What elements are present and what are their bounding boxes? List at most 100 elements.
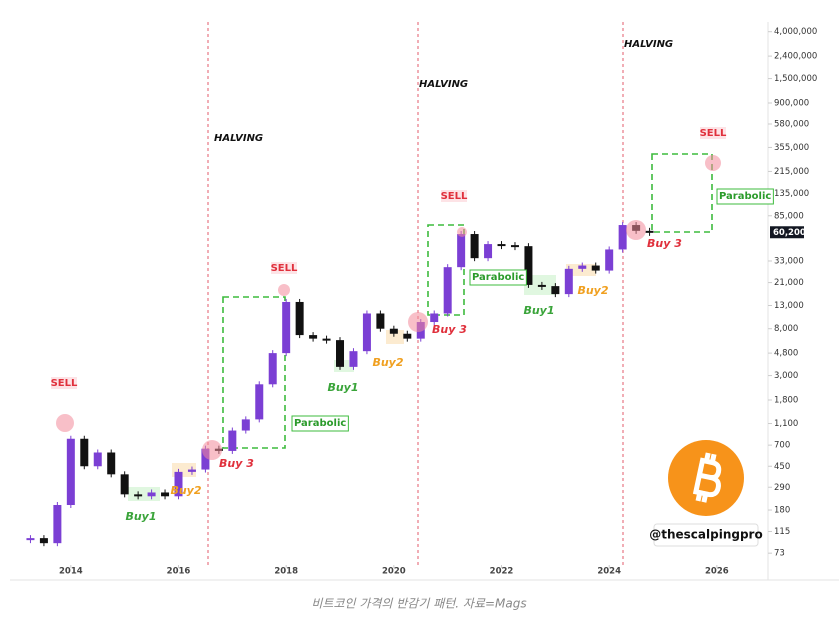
- candle: [537, 284, 546, 287]
- parabolic-box: [427, 224, 465, 316]
- x-tick-label: 2026: [705, 567, 729, 577]
- buy1-label: Buy1: [327, 381, 358, 394]
- candle: [39, 538, 48, 544]
- highlight-circle: [202, 440, 222, 460]
- candle: [618, 225, 627, 250]
- candle: [403, 333, 412, 339]
- parabolic-label-box: [716, 188, 774, 205]
- x-tick-label: 2018: [274, 567, 298, 577]
- highlight-circle: [457, 227, 467, 237]
- candle: [53, 505, 62, 544]
- candle: [134, 494, 143, 497]
- candle: [551, 286, 560, 295]
- y-tick-label: 450: [774, 462, 790, 472]
- sell-label: SELL: [441, 191, 468, 202]
- y-tick-label: 4,000,000: [774, 27, 817, 37]
- candle: [282, 301, 291, 354]
- logo-symbol: [692, 452, 722, 503]
- y-tick-label: 180: [774, 506, 790, 516]
- parabolic-label: Parabolic: [294, 418, 346, 429]
- halving-label: HALVING: [624, 39, 673, 50]
- candle: [120, 474, 129, 495]
- buy3-label: Buy 3: [219, 457, 254, 470]
- buy3-label: Buy 3: [647, 237, 682, 250]
- candle: [389, 328, 398, 334]
- halving-label: HALVING: [419, 79, 468, 90]
- y-tick-label: 700: [774, 441, 790, 451]
- y-tick-label: 215,000: [774, 167, 809, 177]
- x-tick-label: 2020: [382, 567, 406, 577]
- y-tick-label: 355,000: [774, 143, 809, 153]
- sell-label-bg: [700, 127, 726, 139]
- candle: [66, 438, 75, 506]
- candle: [430, 313, 439, 323]
- parabolic-box: [651, 153, 713, 233]
- candle: [322, 338, 331, 341]
- watermark-box: [653, 523, 759, 547]
- y-tick-label: 290: [774, 483, 790, 493]
- halving-lines: [207, 22, 624, 565]
- highlight-circle: [626, 220, 646, 240]
- parabolic-box: [222, 296, 286, 449]
- candle: [645, 230, 654, 233]
- y-tick-label: 1,800: [774, 395, 798, 405]
- y-tick-label: 2,400,000: [774, 52, 817, 62]
- candle: [147, 492, 156, 497]
- bitcoin-logo: [668, 440, 744, 516]
- sell-label-bg: [441, 190, 467, 202]
- candle: [497, 244, 506, 247]
- candle: [457, 234, 466, 268]
- y-tick-label: 580,000: [774, 119, 809, 129]
- candle: [187, 469, 196, 472]
- y-tick-label: 85,000: [774, 211, 804, 221]
- x-tick-label: 2022: [490, 567, 514, 577]
- candle: [524, 246, 533, 285]
- caption: 비트코인 가격의 반감기 패턴. 자료=Mags: [311, 597, 526, 611]
- parabolic-label-box: [469, 269, 527, 286]
- buy3-label: Buy 3: [432, 323, 467, 336]
- y-tick-label: 8,000: [774, 324, 798, 334]
- parabolic-label: Parabolic: [719, 191, 771, 202]
- candle: [107, 452, 116, 475]
- x-tick-label: 2024: [597, 567, 621, 577]
- y-tick-label: 900,000: [774, 98, 809, 108]
- y-tick-label: 13,000: [774, 301, 804, 311]
- buy1-label: Buy1: [523, 304, 554, 317]
- candle: [26, 538, 35, 541]
- sell-label: SELL: [51, 378, 78, 389]
- candle: [510, 245, 519, 248]
- buy2-label: Buy2: [170, 484, 201, 497]
- x-tick-label: 2014: [59, 567, 83, 577]
- candle: [564, 268, 573, 295]
- y-tick-label: 1,500,000: [774, 74, 817, 84]
- candle: [80, 438, 89, 467]
- buy2-zone: [566, 264, 596, 276]
- x-tick-label: 2016: [167, 567, 191, 577]
- y-tick-label: 4,800: [774, 349, 798, 359]
- buy2-label: Buy2: [577, 284, 608, 297]
- parabolic-label-box: [291, 415, 349, 432]
- watermark: @thescalpingpro: [649, 528, 762, 542]
- sell-label-bg: [271, 262, 297, 274]
- y-tick-label: 1,100: [774, 419, 798, 429]
- y-tick-label: 73: [774, 549, 785, 559]
- candle: [228, 430, 237, 451]
- y-tick-label: 135,000: [774, 189, 809, 199]
- candle: [309, 335, 318, 339]
- candle: [295, 301, 304, 336]
- highlight-circle: [56, 414, 74, 432]
- candle: [336, 340, 345, 367]
- candle: [268, 353, 277, 385]
- candle: [443, 267, 452, 314]
- halving-label: HALVING: [214, 133, 263, 144]
- candle: [174, 471, 183, 497]
- candle: [255, 384, 264, 420]
- parabolic-label: Parabolic: [472, 272, 524, 283]
- candle: [376, 313, 385, 329]
- candle: [578, 265, 587, 269]
- candle: [349, 351, 358, 367]
- highlight-circle: [278, 284, 290, 296]
- y-tick-label: 33,000: [774, 256, 804, 266]
- y-tick-label: 21,000: [774, 278, 804, 288]
